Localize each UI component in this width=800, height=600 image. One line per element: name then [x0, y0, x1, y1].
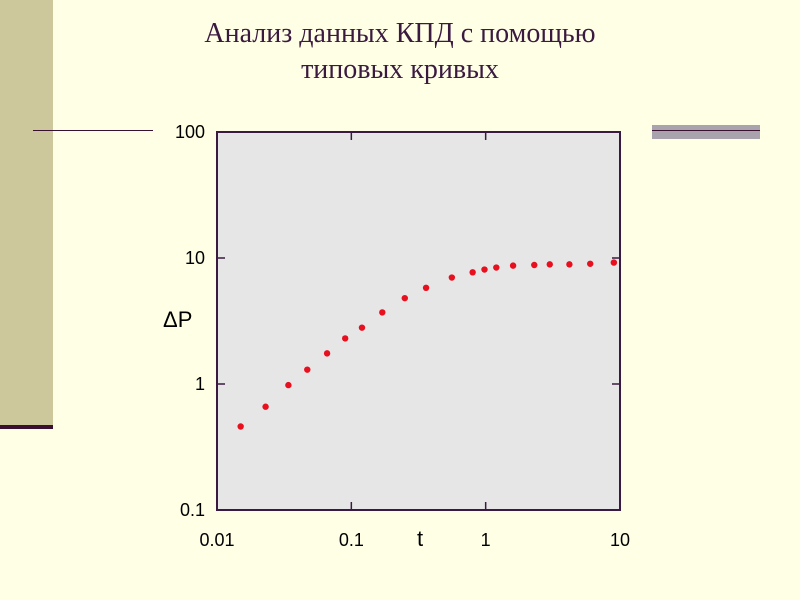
y-tick-label: 10 [185, 248, 205, 268]
data-point [304, 366, 311, 373]
left-decorative-band [0, 0, 53, 425]
data-point [586, 260, 594, 267]
x-tick-label: 0.01 [199, 530, 234, 550]
y-tick-label: 1 [195, 374, 205, 394]
y-axis-label: ΔP [163, 307, 192, 332]
data-point [237, 423, 244, 430]
data-point [285, 381, 292, 389]
slide-title-line-2: типовых кривых [301, 54, 499, 85]
left-band-underline [0, 425, 53, 429]
slide-title: Анализ данных КПД с помощью типовых крив… [100, 16, 700, 88]
y-axis-ticks: 0.1 1 10 100 [175, 122, 620, 520]
data-point [379, 309, 386, 316]
data-point [509, 262, 517, 269]
x-axis-ticks: 0.01 0.1 1 10 [199, 132, 630, 550]
data-point [358, 324, 366, 331]
data-point [546, 261, 553, 268]
data-point [401, 294, 408, 302]
data-point [469, 269, 476, 276]
right-divider-bar-top [652, 125, 760, 130]
data-points [237, 259, 618, 430]
data-point [323, 350, 331, 357]
right-divider-rule [652, 130, 760, 131]
y-tick-label: 0.1 [180, 500, 205, 520]
x-tick-label: 1 [481, 530, 491, 550]
y-tick-label: 100 [175, 122, 205, 142]
x-tick-label: 10 [610, 530, 630, 550]
plot-area [216, 131, 621, 511]
data-point [422, 284, 430, 292]
data-point [493, 264, 500, 271]
data-point [531, 261, 538, 269]
data-point [448, 274, 456, 281]
data-point [481, 266, 488, 273]
data-point [566, 261, 573, 268]
data-point [610, 259, 618, 266]
x-tick-label: 0.1 [339, 530, 364, 550]
left-divider-rule [33, 130, 153, 131]
right-divider-bar-bottom [652, 131, 760, 139]
slide-title-line-1: Анализ данных КПД с помощью [204, 18, 596, 49]
x-axis-label: t [417, 526, 423, 551]
data-point [341, 335, 349, 342]
data-point [262, 403, 269, 410]
